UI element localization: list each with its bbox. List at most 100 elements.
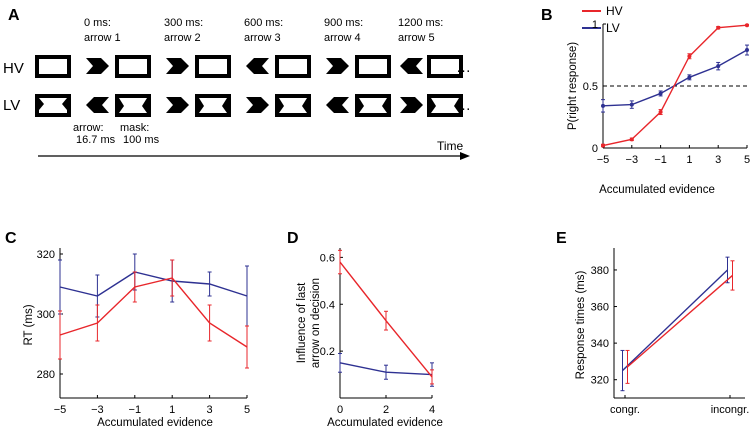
chart-b-ylabel: P(right response)	[567, 42, 579, 130]
chart-c-xtick-label-1: −3	[91, 404, 104, 416]
lv-mask-1	[115, 94, 151, 117]
hv-ellipsis: …	[456, 59, 471, 76]
hv-arrow-4-right	[326, 58, 349, 74]
chart-b-point-hv-1	[629, 137, 634, 142]
legend-b-hv-label: HV	[606, 4, 623, 18]
panel-letter-c: C	[5, 230, 17, 247]
panel-c: C Accumulated evidence RT (ms) 280 300 320…	[5, 230, 250, 429]
lv-arrow-5-right	[400, 97, 423, 113]
hv-mask-5	[427, 55, 463, 78]
chart-b-xtick-label-4: 3	[715, 154, 721, 166]
mask-note-label: mask:	[120, 122, 149, 134]
chart-b-xtick-label-1: −3	[626, 154, 639, 166]
event-arrow-3: arrow 3	[244, 32, 281, 44]
panel-letter-a: A	[8, 7, 20, 24]
hv-arrow-3-left	[246, 58, 269, 74]
chart-b-point-hv-2	[658, 110, 663, 115]
chart-e-ytick-label-1: 340	[591, 338, 609, 350]
panel-b: B Accumulated evidence P(right response)…	[541, 4, 750, 196]
chart-b-ytick-label-0: 0	[592, 143, 598, 155]
chart-b-point-hv-5	[745, 23, 749, 28]
lv-arrow-2-right	[166, 97, 189, 113]
chart-d-ytick-label-0: 0.2	[320, 346, 335, 358]
event-arrow-4: arrow 4	[324, 32, 361, 44]
panel-letter-d: D	[287, 230, 299, 247]
chart-b-point-lv-1	[629, 102, 634, 107]
arrow-note-label: arrow:	[73, 122, 104, 134]
chart-e-xtick-label-1: incongr.	[711, 404, 750, 416]
chart-d-ylabel-line-2: arrow on decision	[310, 278, 322, 368]
chart-c-line-hv	[59, 277, 248, 348]
chart-c-ytick-label-2: 320	[37, 249, 55, 261]
lv-arrow-1-left	[86, 97, 109, 113]
chart-e-ytick-label-3: 380	[591, 265, 609, 277]
chart-e-line-hv	[627, 274, 733, 368]
event-time-1: 0 ms:	[84, 17, 111, 29]
hv-mask-3	[275, 55, 311, 78]
chart-e-xtick-label-0: congr.	[610, 404, 640, 416]
chart-b-point-hv-4	[716, 25, 721, 30]
event-arrow-2: arrow 2	[164, 32, 201, 44]
chart-b-point-lv-4	[716, 64, 721, 69]
chart-d-xlabel: Accumulated evidence	[327, 417, 443, 429]
chart-b-point-hv-3	[687, 54, 692, 59]
chart-c-xlabel: Accumulated evidence	[97, 417, 213, 429]
chart-e-ylabel: Response times (ms)	[575, 271, 587, 380]
chart-b-xtick-label-0: −5	[597, 154, 610, 166]
chart-d-ytick-label-2: 0.6	[320, 252, 335, 264]
chart-d-xtick-label-0: 0	[337, 404, 343, 416]
hv-mask-4	[355, 55, 391, 78]
chart-c-xtick-label-4: 3	[207, 404, 213, 416]
event-time-3: 600 ms:	[244, 17, 283, 29]
event-time-4: 900 ms:	[324, 17, 363, 29]
time-axis-arrowhead	[460, 152, 470, 160]
event-time-5: 1200 ms:	[398, 17, 443, 29]
hv-arrow-1-right	[86, 58, 109, 74]
arrow-note-duration: 16.7 ms	[76, 134, 116, 146]
hv-mask-2	[195, 55, 231, 78]
chart-e-ytick-label-0: 320	[591, 375, 609, 387]
mask-note-duration: 100 ms	[123, 134, 160, 146]
lv-arrow-3-right	[246, 97, 269, 113]
chart-e-ytick-label-2: 360	[591, 302, 609, 314]
chart-b-xtick-label-3: 1	[686, 154, 692, 166]
chart-d-xtick-label-1: 2	[383, 404, 389, 416]
row-label-hv: HV	[3, 60, 24, 77]
event-time-2: 300 ms:	[164, 17, 203, 29]
hv-mask-1	[115, 55, 151, 78]
lv-mask-3	[275, 94, 311, 117]
chart-c-xtick-label-0: −5	[54, 404, 67, 416]
lv-mask-4	[355, 94, 391, 117]
lv-initial-mask	[35, 94, 71, 117]
panel-letter-e: E	[556, 230, 567, 247]
chart-c-xtick-label-5: 5	[244, 404, 250, 416]
hv-initial-mask	[35, 55, 71, 78]
chart-c-xtick-label-2: −1	[129, 404, 142, 416]
lv-mask-2	[195, 94, 231, 117]
chart-b-line-hv	[602, 24, 748, 147]
chart-b-ytick-label-1: 0.5	[583, 81, 598, 93]
chart-b-xtick-label-5: 5	[744, 154, 750, 166]
chart-c-ytick-label-0: 280	[37, 369, 55, 381]
hv-arrow-2-right	[166, 58, 189, 74]
event-arrow-1: arrow 1	[84, 32, 121, 44]
chart-b-xtick-label-2: −1	[654, 154, 667, 166]
chart-c-xtick-label-3: 1	[169, 404, 175, 416]
event-arrow-5: arrow 5	[398, 32, 435, 44]
lv-mask-5	[427, 94, 463, 117]
panel-d: D Accumulated evidence Influence of last…	[287, 230, 443, 429]
chart-b-point-lv-5	[745, 48, 749, 53]
chart-c-ylabel: RT (ms)	[23, 304, 35, 345]
lv-arrow-4-left	[326, 97, 349, 113]
chart-c-line-lv	[59, 271, 248, 297]
panel-a: A HV LV 0 ms: arrow 1 300 ms: arrow 2 60…	[3, 7, 471, 160]
chart-d-ylabel-line-1: Influence of last	[296, 282, 308, 363]
chart-e-line-lv	[622, 269, 728, 372]
legend-b-lv-label: LV	[606, 21, 620, 35]
hv-arrow-5-left	[400, 58, 423, 74]
row-label-lv: LV	[3, 97, 20, 114]
chart-b-point-lv-3	[687, 75, 692, 80]
chart-b-ytick-label-2: 1	[592, 19, 598, 31]
chart-b-point-lv-0	[601, 103, 605, 108]
